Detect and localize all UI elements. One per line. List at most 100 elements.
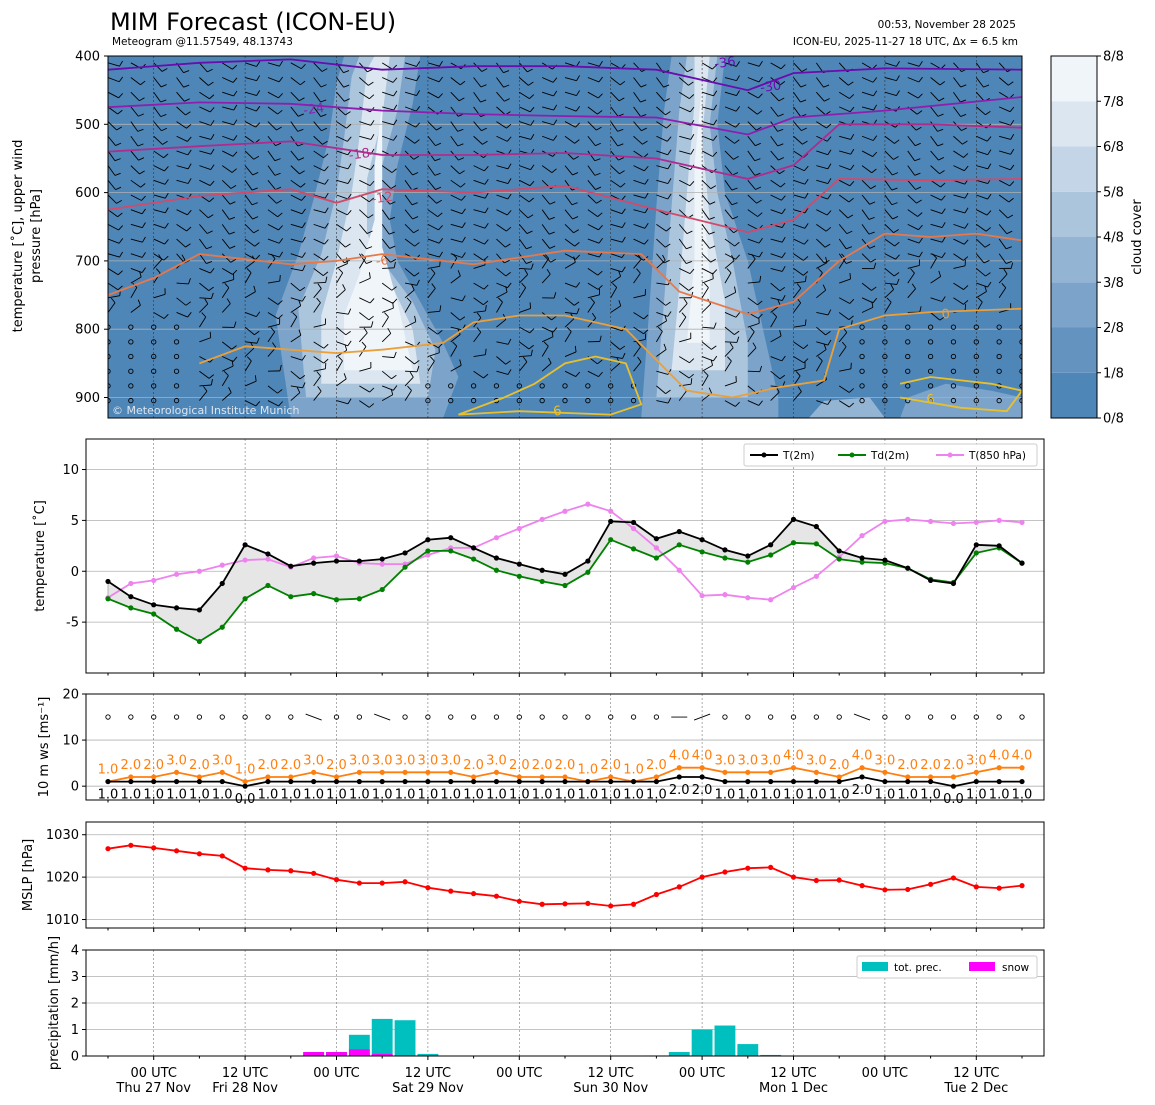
wind-barb (884, 224, 894, 233)
colorbar-tick-label: 0/8 (1103, 412, 1124, 427)
calm-wind-marker (585, 397, 591, 404)
mslp-point (493, 893, 500, 899)
wind-barb (496, 319, 507, 328)
calm-wind-marker (905, 383, 911, 389)
wind-barb (953, 179, 965, 185)
wind-barb (976, 223, 987, 232)
wind-barb-flag (139, 97, 145, 102)
mean-wind-point (996, 778, 1002, 785)
wind-barb-flag (338, 268, 344, 274)
wind-barb-flag (621, 195, 626, 201)
wind-barb (108, 150, 116, 161)
wind-barb (176, 312, 188, 318)
wind-barb-flag (233, 104, 238, 111)
mean-wind-value-label: 1.0 (600, 788, 621, 803)
wind-barb (404, 289, 415, 299)
wind-barb-flag (734, 330, 740, 336)
wind-barb (336, 289, 346, 299)
wind-barb (130, 165, 140, 175)
wind-barb-flag (553, 104, 558, 111)
wind-barb (381, 165, 393, 173)
wind-barb-flag (343, 373, 347, 380)
time-tick-label: 12 UTC (953, 1066, 999, 1081)
wind-barb (518, 287, 527, 299)
wind-barb (678, 77, 689, 86)
wind-barb-flag (224, 282, 230, 289)
wind-barb-flag (207, 68, 213, 73)
wind-barb (953, 209, 966, 214)
wind-barb (633, 312, 644, 320)
wind-barb (541, 135, 554, 141)
mean-wind-point (630, 778, 637, 785)
wind-barb-flag (709, 245, 716, 249)
wind-barb-flag (640, 99, 647, 103)
wind-barb (861, 106, 874, 111)
wind-barb (701, 62, 713, 70)
wind-barb (907, 135, 916, 146)
mslp-point (973, 884, 979, 890)
wind-barb (130, 194, 142, 201)
wind-barb (679, 356, 690, 364)
wind-barb (267, 312, 279, 320)
wind-barb-flag (344, 98, 350, 102)
wind-barb-flag (780, 64, 786, 70)
wind-barb-flag (210, 148, 215, 155)
wind-barb-flag (185, 111, 191, 116)
panel-frame (85, 693, 1045, 801)
wind-barb-flag (387, 327, 392, 334)
wind-barb-flag (688, 197, 694, 203)
calm-wind-marker (950, 324, 957, 330)
wind-barb-flag (689, 358, 695, 364)
mean-wind-point (128, 778, 134, 785)
wind-barb-flag (941, 195, 946, 201)
wind-barb-flag (392, 298, 398, 304)
wind-barb-flag (389, 245, 396, 249)
precipitation-legend: tot. prec. snow (856, 955, 1038, 979)
wind-barb (176, 135, 188, 142)
wind-barb-flag (183, 70, 190, 74)
wind-barb-flag (209, 180, 215, 186)
wind-barb (839, 150, 851, 155)
wind-barb-flag (803, 239, 809, 245)
wind-barb (222, 279, 234, 284)
wind-barb (724, 253, 736, 260)
wind-barb (130, 267, 143, 273)
calm-wind-marker (493, 383, 500, 389)
wind-barb (244, 347, 255, 357)
mean-wind-value-label: 1.0 (760, 788, 781, 803)
wind-barb-flag (137, 299, 141, 306)
wind-barb (610, 106, 619, 117)
calm-wind-marker (882, 397, 888, 404)
calm-wind-marker (630, 714, 637, 720)
mslp-point (539, 901, 545, 907)
wind-barb-flag (983, 84, 990, 88)
t2m-point (379, 556, 385, 562)
wind-barb (838, 332, 848, 343)
wind-barb (290, 316, 298, 328)
wind-barb-flag (916, 110, 923, 115)
wind-barb (290, 209, 303, 215)
wind-barb-flag (1033, 136, 1037, 141)
wind-barb-flag (416, 75, 421, 81)
wind-barb (1021, 106, 1022, 108)
t2m-point (265, 551, 271, 557)
wind-barb (793, 194, 806, 199)
wind-barb (953, 150, 964, 158)
wind-barb-flag (435, 186, 442, 190)
wind-barb (519, 179, 531, 187)
wind-barb (359, 332, 368, 343)
t850-point (379, 561, 385, 567)
mean-wind-value-label: 1.0 (989, 788, 1010, 803)
wind-barb-flag (872, 151, 878, 157)
wind-barb-flag (206, 230, 213, 234)
wind-barb-flag (713, 90, 718, 97)
wind-barb-flag (255, 401, 261, 407)
wind-barb-flag (736, 61, 740, 67)
wind-barb (861, 282, 872, 291)
wind-barb (770, 62, 782, 70)
wind-barb (404, 106, 417, 112)
wind-barb (770, 150, 779, 161)
wind-barb-flag (278, 93, 283, 99)
wind-barb (724, 326, 735, 335)
